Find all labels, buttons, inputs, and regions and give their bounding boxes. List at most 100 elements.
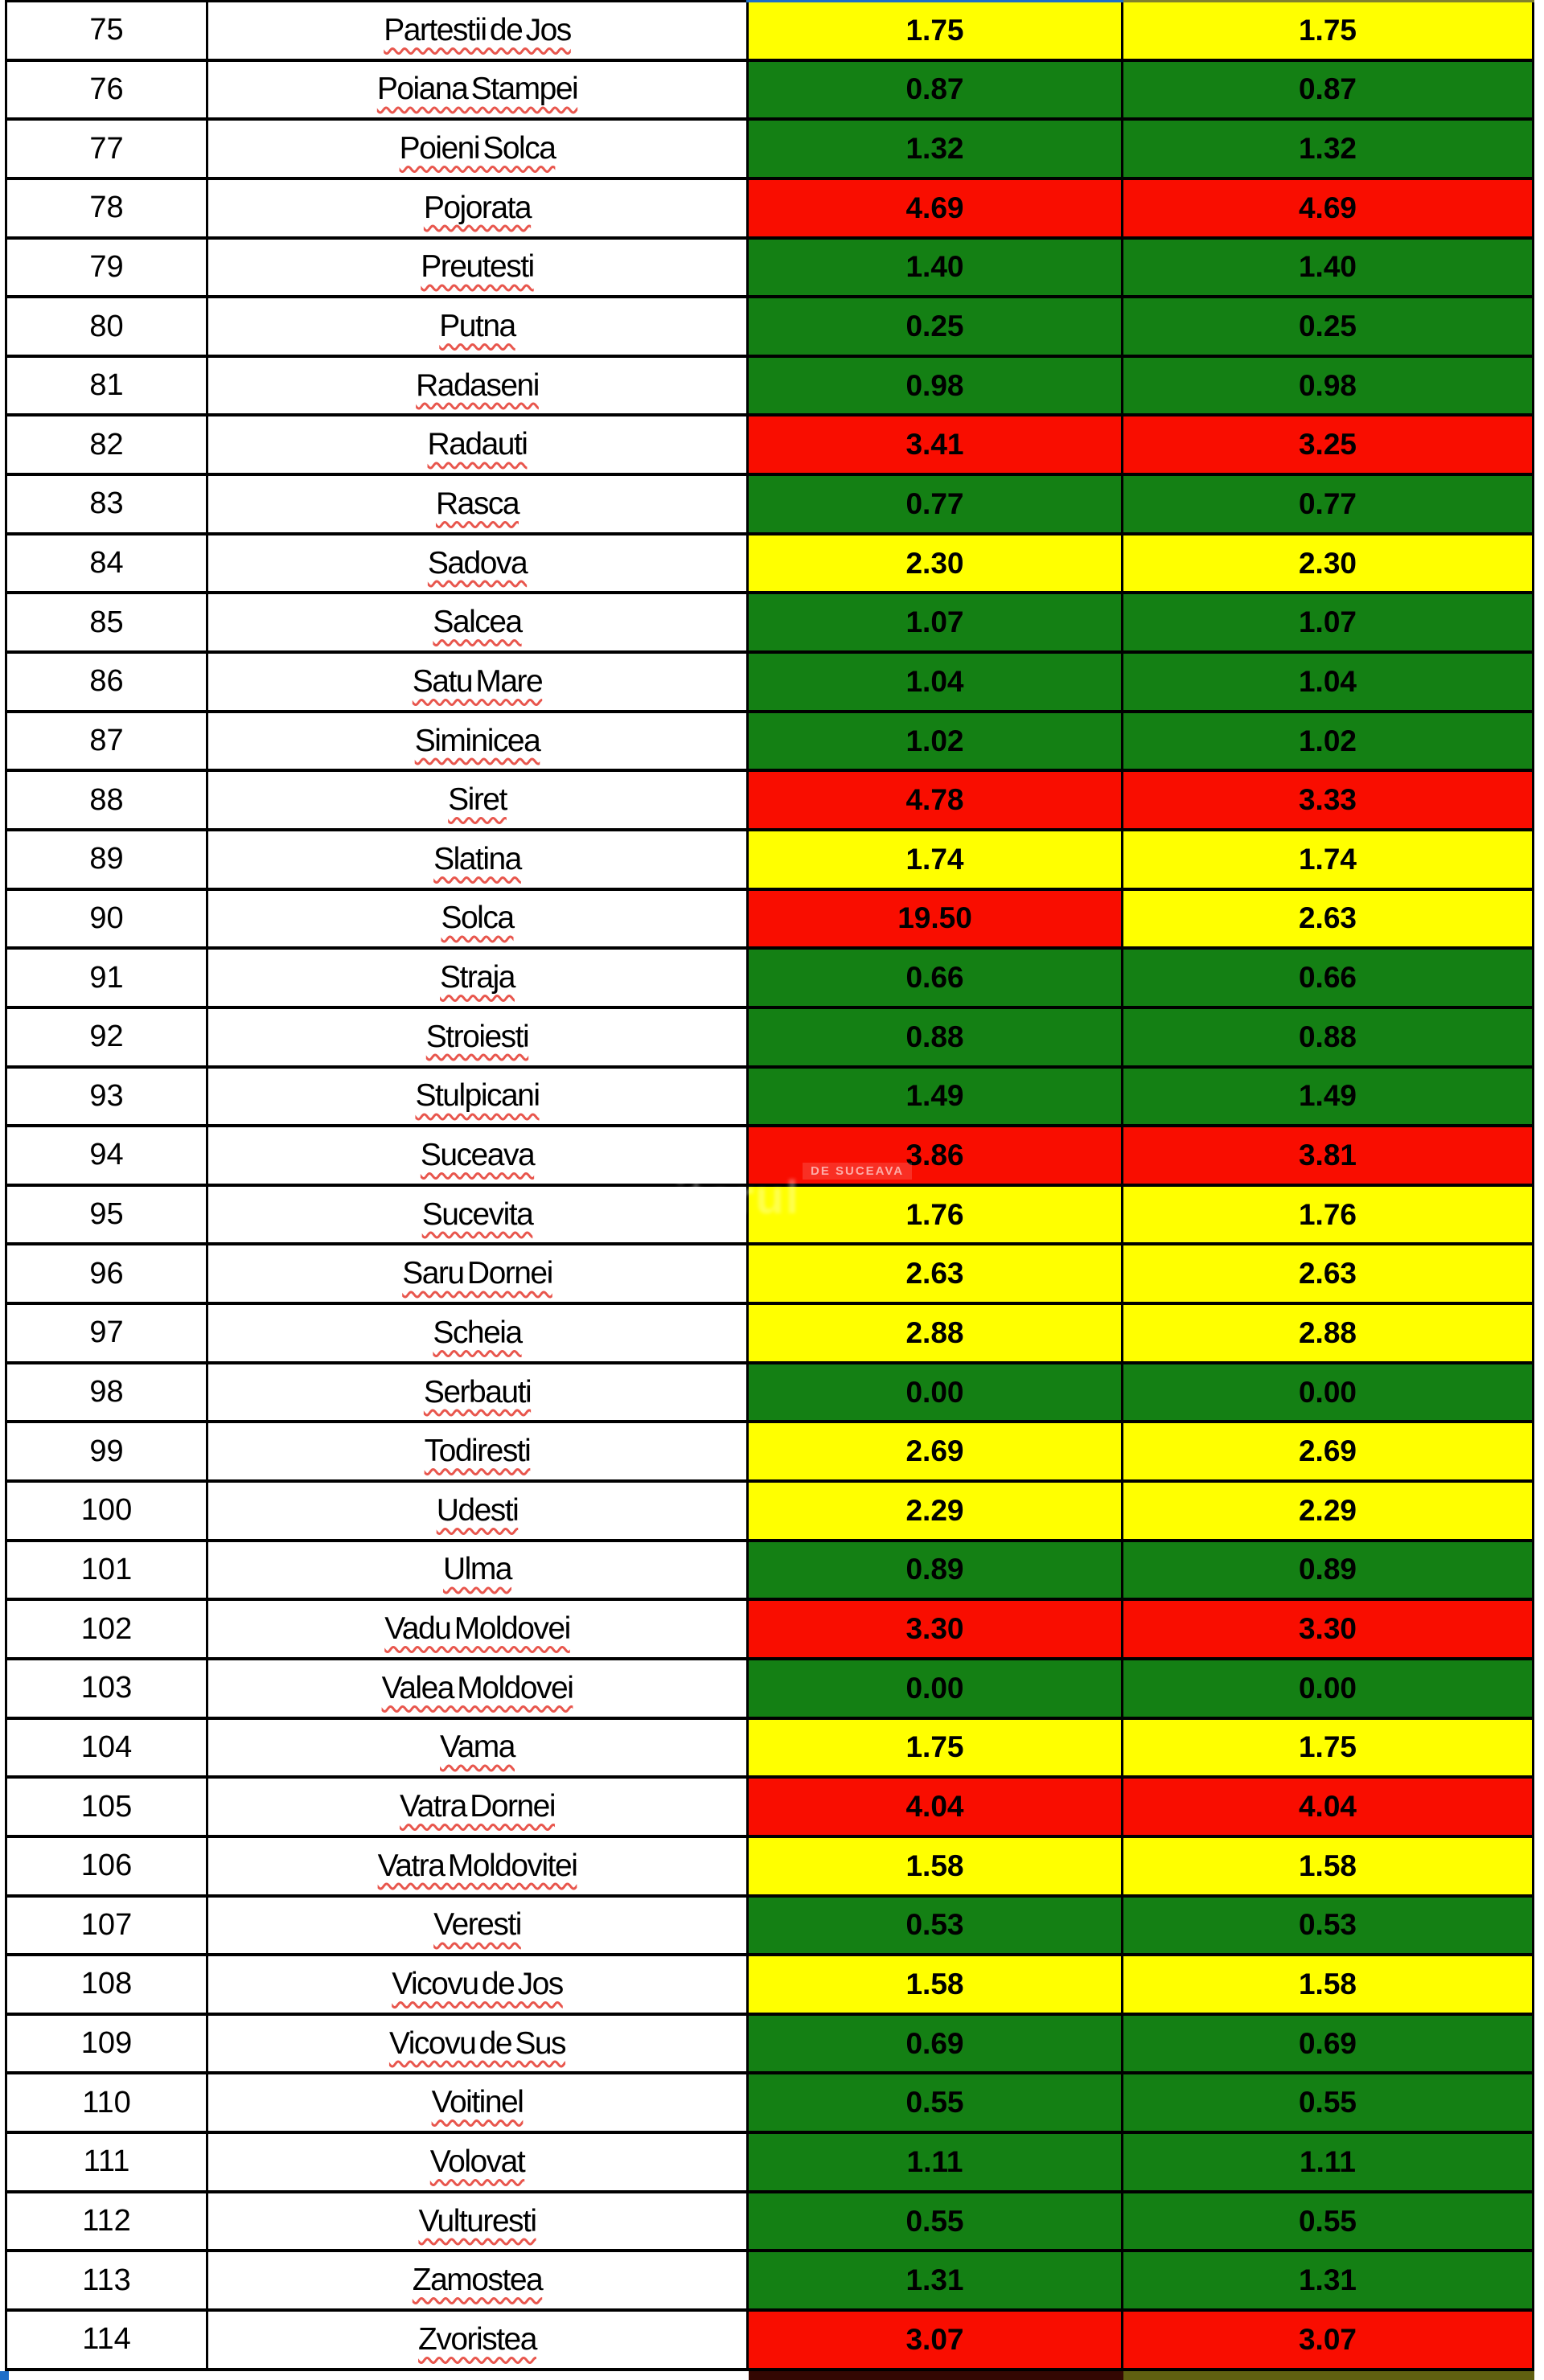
- locality-name-cell[interactable]: Vama: [208, 1719, 749, 1776]
- value1-cell[interactable]: 1.76: [749, 1186, 1123, 1243]
- value1-cell[interactable]: 0.00: [749, 1660, 1123, 1717]
- locality-name-cell[interactable]: Radaseni: [208, 357, 749, 414]
- value1-cell[interactable]: 1.32: [749, 121, 1123, 177]
- row-number-cell[interactable]: 79: [7, 239, 208, 296]
- value2-cell[interactable]: 0.00: [1123, 1660, 1532, 1717]
- value1-cell[interactable]: 2.88: [749, 1305, 1123, 1361]
- value1-cell[interactable]: 0.87: [749, 61, 1123, 118]
- locality-name-cell[interactable]: Slatina: [208, 831, 749, 888]
- value2-cell[interactable]: 0.55: [1123, 2074, 1532, 2132]
- locality-name-cell[interactable]: Zvoristea: [208, 2311, 749, 2368]
- row-number-cell[interactable]: 75: [7, 2, 208, 59]
- row-number-cell[interactable]: 101: [7, 1541, 208, 1598]
- locality-name-cell[interactable]: Poiana Stampei: [208, 61, 749, 118]
- row-number-cell[interactable]: 100: [7, 1483, 208, 1539]
- value1-cell[interactable]: 19.50: [749, 890, 1123, 947]
- locality-name-cell[interactable]: Suceava: [208, 1127, 749, 1184]
- locality-name-cell[interactable]: Rasca: [208, 476, 749, 532]
- locality-name-cell[interactable]: Zamostea: [208, 2252, 749, 2308]
- locality-name-cell[interactable]: Serbauti: [208, 1364, 749, 1421]
- value2-cell[interactable]: 2.69: [1123, 1423, 1532, 1480]
- value2-cell[interactable]: 4.69: [1123, 179, 1532, 236]
- value2-cell[interactable]: 1.58: [1123, 1956, 1532, 2013]
- locality-name-cell[interactable]: Veresti: [208, 1897, 749, 1954]
- value1-cell[interactable]: 0.25: [749, 298, 1123, 355]
- value2-cell[interactable]: 0.87: [1123, 61, 1532, 118]
- value2-cell[interactable]: 3.07: [1123, 2311, 1532, 2368]
- locality-name-cell[interactable]: Vulturesti: [208, 2193, 749, 2250]
- row-number-cell[interactable]: 77: [7, 121, 208, 177]
- value1-cell[interactable]: 0.98: [749, 357, 1123, 414]
- row-number-cell[interactable]: 85: [7, 594, 208, 651]
- row-number-cell[interactable]: 97: [7, 1305, 208, 1361]
- locality-name-cell[interactable]: Poieni Solca: [208, 121, 749, 177]
- value2-cell[interactable]: 1.75: [1123, 2, 1532, 59]
- value1-cell[interactable]: 2.63: [749, 1245, 1123, 1303]
- row-number-cell[interactable]: 84: [7, 535, 208, 592]
- row-number-cell[interactable]: 96: [7, 1245, 208, 1303]
- value2-cell[interactable]: 2.29: [1123, 1483, 1532, 1539]
- value1-cell[interactable]: 1.75: [749, 2, 1123, 59]
- locality-name-cell[interactable]: Vadu Moldovei: [208, 1601, 749, 1657]
- value2-cell[interactable]: 1.49: [1123, 1068, 1532, 1125]
- value1-cell[interactable]: 0.55: [749, 2074, 1123, 2132]
- value2-cell[interactable]: 1.02: [1123, 712, 1532, 769]
- value1-cell[interactable]: 4.04: [749, 1779, 1123, 1835]
- locality-name-cell[interactable]: Vicovu de Jos: [208, 1956, 749, 2013]
- value2-cell[interactable]: 0.66: [1123, 950, 1532, 1006]
- row-number-cell[interactable]: 92: [7, 1008, 208, 1065]
- value2-cell[interactable]: 1.40: [1123, 239, 1532, 296]
- row-number-cell[interactable]: 102: [7, 1601, 208, 1657]
- row-number-cell[interactable]: 108: [7, 1956, 208, 2013]
- locality-name-cell[interactable]: Scheia: [208, 1305, 749, 1361]
- value1-cell[interactable]: 0.69: [749, 2015, 1123, 2072]
- locality-name-cell[interactable]: Ulma: [208, 1541, 749, 1598]
- value1-cell[interactable]: 3.30: [749, 1601, 1123, 1657]
- value1-cell[interactable]: 1.04: [749, 654, 1123, 710]
- value1-cell[interactable]: 0.88: [749, 1008, 1123, 1065]
- value2-cell[interactable]: 4.04: [1123, 1779, 1532, 1835]
- row-number-cell[interactable]: 87: [7, 712, 208, 769]
- value1-cell[interactable]: 4.69: [749, 179, 1123, 236]
- row-number-cell[interactable]: 76: [7, 61, 208, 118]
- value1-cell[interactable]: 3.41: [749, 416, 1123, 474]
- locality-name-cell[interactable]: Vatra Dornei: [208, 1779, 749, 1835]
- value2-cell[interactable]: 1.74: [1123, 831, 1532, 888]
- value1-cell[interactable]: 1.75: [749, 1719, 1123, 1776]
- locality-name-cell[interactable]: Vatra Moldovitei: [208, 1837, 749, 1894]
- row-number-cell[interactable]: 90: [7, 890, 208, 947]
- row-number-cell[interactable]: 81: [7, 357, 208, 414]
- value1-cell[interactable]: 0.55: [749, 2193, 1123, 2250]
- row-number-cell[interactable]: 104: [7, 1719, 208, 1776]
- value1-cell[interactable]: 2.29: [749, 1483, 1123, 1539]
- value2-cell[interactable]: 3.81: [1123, 1127, 1532, 1184]
- value1-cell[interactable]: 1.58: [749, 1837, 1123, 1894]
- locality-name-cell[interactable]: Straja: [208, 950, 749, 1006]
- locality-name-cell[interactable]: Siret: [208, 772, 749, 828]
- locality-name-cell[interactable]: Solca: [208, 890, 749, 947]
- value2-cell[interactable]: 1.58: [1123, 1837, 1532, 1894]
- value1-cell[interactable]: 4.78: [749, 772, 1123, 828]
- row-number-cell[interactable]: 78: [7, 179, 208, 236]
- row-number-cell[interactable]: 93: [7, 1068, 208, 1125]
- value1-cell[interactable]: 1.49: [749, 1068, 1123, 1125]
- value1-cell[interactable]: 0.77: [749, 476, 1123, 532]
- row-number-cell[interactable]: 105: [7, 1779, 208, 1835]
- value1-cell[interactable]: 1.11: [749, 2134, 1123, 2190]
- row-number-cell[interactable]: 94: [7, 1127, 208, 1184]
- value2-cell[interactable]: 0.69: [1123, 2015, 1532, 2072]
- locality-name-cell[interactable]: Voitinel: [208, 2074, 749, 2132]
- locality-name-cell[interactable]: Putna: [208, 298, 749, 355]
- row-number-cell[interactable]: 82: [7, 416, 208, 474]
- row-number-cell[interactable]: 99: [7, 1423, 208, 1480]
- value2-cell[interactable]: 0.89: [1123, 1541, 1532, 1598]
- row-number-cell[interactable]: 86: [7, 654, 208, 710]
- row-number-cell[interactable]: 112: [7, 2193, 208, 2250]
- value2-cell[interactable]: 2.63: [1123, 1245, 1532, 1303]
- row-number-cell[interactable]: 106: [7, 1837, 208, 1894]
- value2-cell[interactable]: 3.25: [1123, 416, 1532, 474]
- value1-cell[interactable]: 0.89: [749, 1541, 1123, 1598]
- row-number-cell[interactable]: 103: [7, 1660, 208, 1717]
- value1-cell[interactable]: 2.30: [749, 535, 1123, 592]
- locality-name-cell[interactable]: Satu Mare: [208, 654, 749, 710]
